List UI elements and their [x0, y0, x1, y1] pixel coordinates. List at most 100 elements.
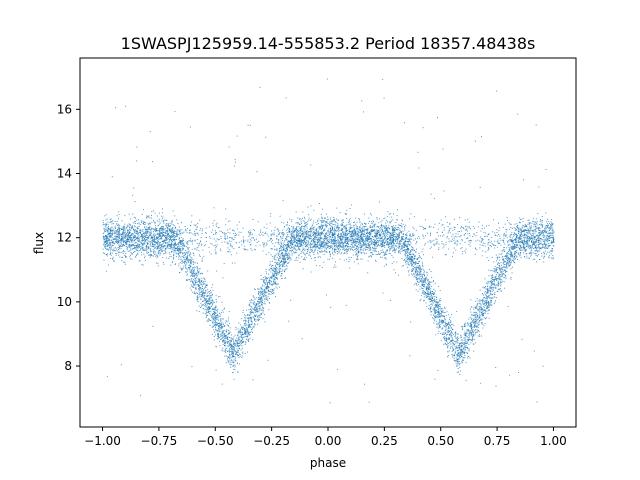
data-point	[182, 246, 184, 248]
data-point	[545, 236, 547, 238]
data-point	[239, 354, 241, 355]
data-point	[241, 347, 243, 349]
data-point	[523, 237, 525, 239]
data-point	[277, 241, 279, 243]
data-point	[339, 212, 341, 214]
data-point	[171, 246, 173, 248]
data-point	[504, 249, 506, 251]
data-point	[342, 229, 344, 231]
data-point	[302, 247, 304, 249]
data-point	[165, 242, 167, 244]
data-point	[370, 232, 372, 234]
data-point	[227, 247, 229, 249]
data-point	[237, 330, 239, 332]
data-point	[307, 232, 309, 234]
data-point	[532, 218, 534, 220]
data-point	[466, 351, 468, 353]
data-point	[153, 241, 155, 243]
data-point	[123, 232, 124, 234]
data-point	[318, 231, 320, 233]
data-point	[291, 254, 293, 256]
data-point	[445, 323, 446, 325]
data-point	[118, 218, 119, 220]
data-point	[217, 328, 219, 329]
data-points-layer	[102, 78, 555, 404]
data-point	[327, 258, 329, 260]
data-point	[350, 257, 352, 258]
data-point	[157, 262, 159, 264]
data-point	[448, 355, 449, 357]
data-point	[303, 248, 304, 250]
data-point	[108, 249, 109, 251]
data-point	[142, 247, 144, 249]
data-point	[146, 237, 148, 238]
data-point	[240, 318, 242, 320]
data-point	[335, 237, 336, 239]
data-point	[424, 280, 426, 282]
data-point	[263, 293, 265, 295]
data-point	[191, 241, 193, 243]
data-point	[418, 265, 420, 266]
data-point	[451, 235, 453, 237]
data-point	[494, 276, 496, 278]
data-point	[202, 280, 204, 282]
data-point	[500, 281, 502, 283]
data-point	[459, 374, 461, 375]
data-point	[147, 224, 149, 226]
data-point	[312, 250, 313, 252]
data-point	[425, 278, 427, 280]
data-point	[392, 256, 394, 258]
data-point	[331, 241, 333, 243]
data-point	[292, 235, 294, 237]
data-point	[429, 308, 431, 310]
data-point	[261, 304, 262, 305]
data-point	[388, 236, 390, 238]
data-point	[263, 242, 265, 244]
data-point	[123, 240, 125, 242]
data-point	[476, 315, 478, 316]
data-point	[218, 316, 219, 318]
data-point	[412, 226, 414, 228]
data-point	[451, 330, 452, 332]
data-point	[433, 226, 435, 228]
data-point	[496, 284, 498, 286]
data-point	[279, 286, 280, 288]
data-point	[229, 346, 231, 348]
data-point	[491, 281, 492, 283]
data-point	[123, 236, 125, 238]
data-point	[173, 256, 175, 258]
data-point	[484, 292, 486, 294]
data-point	[137, 240, 139, 241]
data-point	[494, 299, 496, 301]
data-point	[141, 251, 142, 253]
data-point	[346, 251, 348, 253]
data-point	[539, 243, 541, 245]
data-point	[505, 258, 507, 260]
data-point	[543, 255, 545, 257]
data-point	[236, 341, 238, 343]
data-point	[541, 231, 543, 233]
data-point	[146, 238, 148, 240]
data-point	[504, 269, 505, 271]
data-point	[364, 243, 366, 245]
data-point	[278, 240, 280, 242]
data-point	[243, 319, 245, 321]
data-point	[376, 218, 378, 220]
data-point	[318, 230, 319, 232]
data-point	[348, 239, 350, 241]
data-point	[448, 336, 450, 338]
data-point	[241, 339, 243, 341]
data-point	[467, 340, 469, 341]
data-point	[110, 235, 112, 237]
data-point	[134, 231, 135, 233]
data-point	[259, 316, 261, 318]
data-point	[145, 233, 147, 235]
data-point	[215, 251, 217, 253]
data-point	[289, 230, 291, 232]
data-point	[492, 286, 493, 288]
data-point	[434, 244, 435, 246]
data-point	[162, 230, 164, 232]
data-point	[477, 300, 479, 302]
data-point	[400, 248, 402, 250]
data-point	[363, 252, 365, 254]
